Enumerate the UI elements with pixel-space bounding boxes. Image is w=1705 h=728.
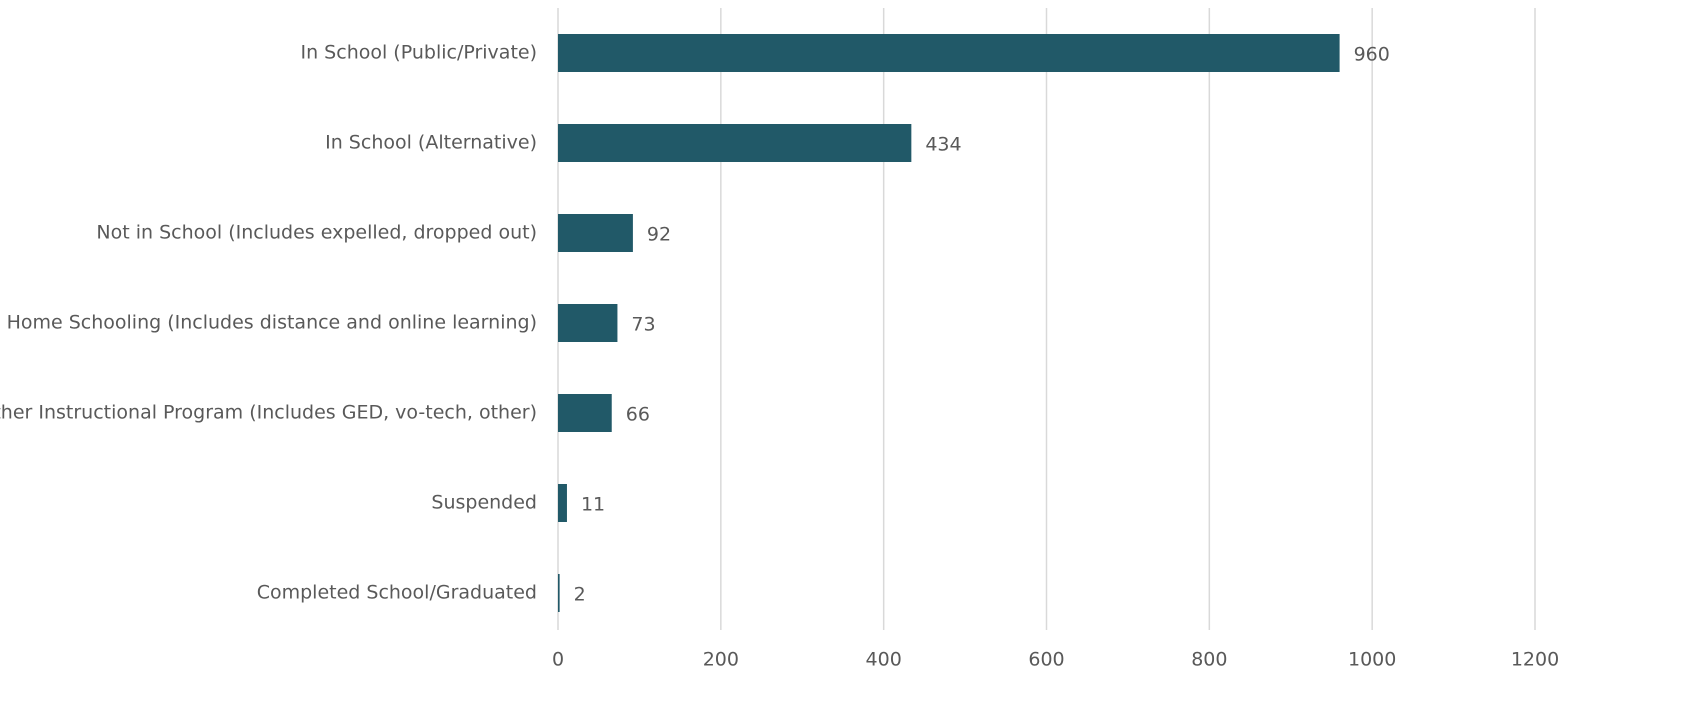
x-tick-label: 1000: [1348, 649, 1396, 671]
bar: [558, 34, 1340, 72]
x-tick-label: 1200: [1511, 649, 1559, 671]
x-tick-label: 0: [552, 649, 564, 671]
data-label: 73: [631, 314, 655, 336]
y-tick-label: In School (Alternative): [325, 132, 537, 154]
data-label: 66: [626, 404, 650, 426]
bar: [558, 214, 633, 252]
bar: [558, 484, 567, 522]
data-label: 960: [1354, 44, 1390, 66]
x-tick-label: 200: [703, 649, 739, 671]
y-tick-label: Completed School/Graduated: [257, 582, 537, 604]
y-tick-label: In School (Public/Private): [301, 42, 538, 64]
y-tick-label: Not in School (Includes expelled, droppe…: [96, 222, 537, 244]
x-tick-label: 600: [1028, 649, 1064, 671]
data-label: 434: [925, 134, 961, 156]
bar: [558, 124, 912, 162]
data-label: 2: [574, 584, 586, 606]
bar: [558, 394, 612, 432]
data-label: 92: [647, 224, 671, 246]
bar: [558, 304, 618, 342]
x-tick-label: 800: [1191, 649, 1227, 671]
bar: [558, 574, 560, 612]
y-tick-label: Suspended: [431, 492, 537, 514]
y-tick-label: Other Instructional Program (Includes GE…: [0, 402, 537, 424]
data-label: 11: [581, 494, 605, 516]
y-tick-label: Home Schooling (Includes distance and on…: [7, 312, 537, 334]
x-tick-label: 400: [866, 649, 902, 671]
